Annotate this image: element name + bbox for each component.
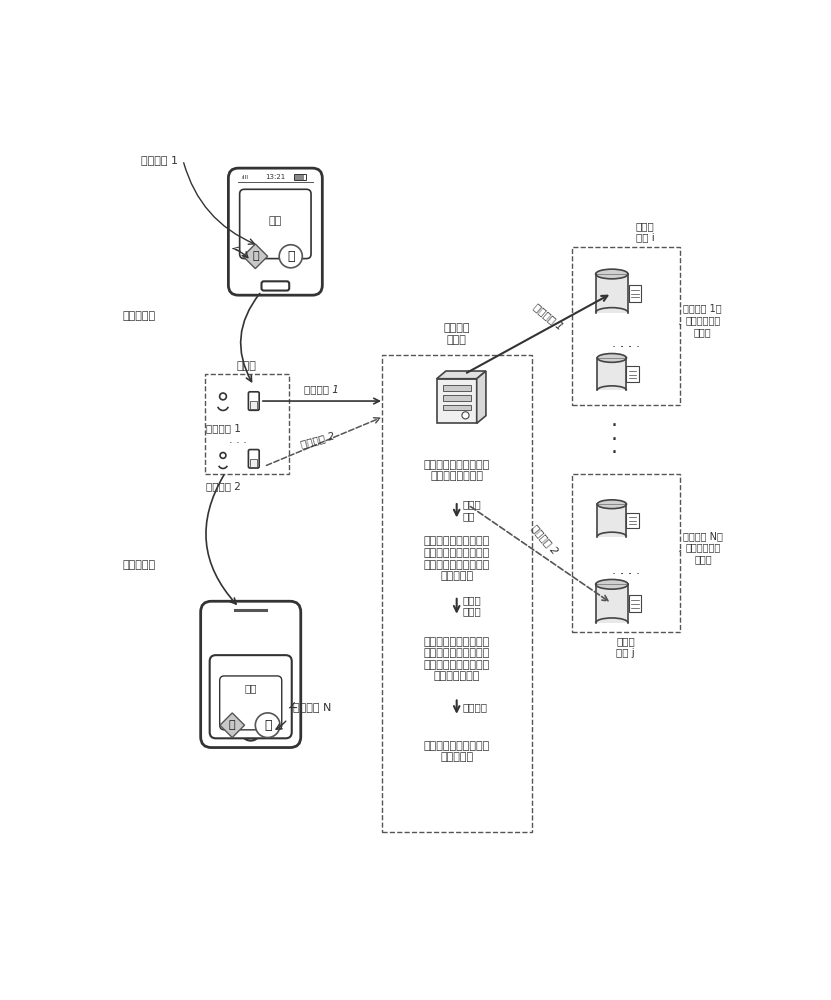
Bar (596, 584, 628, 623)
Text: 数据库
节点 i: 数据库 节点 i (636, 221, 654, 242)
Text: · · ·: · · · (620, 341, 640, 354)
Text: 客户端: 客户端 (237, 361, 257, 371)
FancyBboxPatch shape (200, 601, 301, 748)
Text: 业务请求 1: 业务请求 1 (304, 384, 339, 394)
FancyBboxPatch shape (209, 655, 292, 738)
Bar (250, 401, 258, 409)
Text: 支: 支 (252, 251, 258, 261)
Bar (250, 459, 258, 467)
Text: 基于获取到的分片键获
取规则集合，对业务请
求进行解析处理，得到
目标分片键: 基于获取到的分片键获 取规则集合，对业务请 求进行解析处理，得到 目标分片键 (424, 536, 489, 581)
Bar (629, 285, 641, 302)
Bar (572, 247, 680, 405)
Polygon shape (220, 713, 244, 738)
Text: · · ·: · · · (612, 341, 632, 354)
Text: 预设应用 1: 预设应用 1 (140, 155, 178, 165)
Text: 请求转发
服务端: 请求转发 服务端 (444, 323, 470, 345)
Polygon shape (477, 371, 486, 423)
Text: 业务请求 1: 业务请求 1 (532, 301, 565, 331)
Text: 放大界面图: 放大界面图 (123, 560, 156, 570)
Text: ·: · (611, 416, 617, 436)
Text: 支: 支 (229, 720, 235, 730)
Text: ılll: ılll (242, 175, 248, 180)
Polygon shape (243, 244, 268, 269)
Text: ·: · (611, 443, 617, 463)
Text: 目标节
点确定: 目标节 点确定 (463, 595, 482, 617)
Bar (627, 366, 639, 382)
Circle shape (220, 453, 226, 458)
Circle shape (279, 245, 302, 268)
Bar (596, 274, 628, 312)
Bar (443, 395, 470, 401)
Bar (443, 385, 470, 391)
Bar (204, 374, 289, 474)
Text: 淘: 淘 (287, 250, 294, 263)
FancyBboxPatch shape (219, 676, 282, 730)
Text: 业务请求 2: 业务请求 2 (530, 523, 560, 556)
Text: 目标用户 2: 目标用户 2 (205, 481, 240, 491)
FancyBboxPatch shape (229, 168, 322, 295)
Text: 请求转发: 请求转发 (463, 702, 488, 712)
FancyBboxPatch shape (262, 281, 289, 291)
FancyBboxPatch shape (248, 450, 259, 468)
Circle shape (255, 713, 280, 738)
Circle shape (462, 412, 469, 419)
Ellipse shape (596, 269, 628, 279)
FancyBboxPatch shape (248, 392, 259, 410)
Circle shape (241, 721, 261, 741)
FancyBboxPatch shape (239, 189, 311, 259)
Text: 数据库
节点 j: 数据库 节点 j (617, 637, 635, 658)
Bar (629, 595, 641, 612)
Bar (443, 405, 470, 410)
Text: 预设应用 N: 预设应用 N (293, 702, 331, 712)
Text: 将业务请求转发至目标
数据库节点: 将业务请求转发至目标 数据库节点 (424, 741, 489, 762)
Text: 分片键
获取: 分片键 获取 (463, 500, 482, 521)
Text: · · ·: · · · (229, 438, 248, 448)
Text: 13:21: 13:21 (265, 174, 286, 180)
Bar (436, 379, 477, 423)
Bar (572, 474, 680, 632)
Text: · · ·: · · · (612, 568, 632, 581)
Text: 常用: 常用 (268, 216, 282, 226)
Polygon shape (436, 371, 486, 379)
Text: 基于获取到的目标分片
键，从目标应用对应的
数据库节点子集中确定
目标数据库节点: 基于获取到的目标分片 键，从目标应用对应的 数据库节点子集中确定 目标数据库节点 (424, 637, 489, 681)
Text: · · ·: · · · (620, 568, 640, 581)
Text: ·: · (611, 430, 617, 450)
Bar (627, 513, 639, 528)
Ellipse shape (597, 354, 627, 362)
Text: 预设应用 1对
应的数据库节
点子集: 预设应用 1对 应的数据库节 点子集 (683, 304, 722, 337)
Bar (294, 174, 307, 180)
Ellipse shape (597, 500, 627, 509)
Text: 获取目标应用对应的分
片键获取规则集合: 获取目标应用对应的分 片键获取规则集合 (424, 460, 489, 481)
Bar (295, 175, 304, 180)
Text: 淘: 淘 (264, 719, 272, 732)
Bar (381, 355, 532, 832)
Text: 常用: 常用 (244, 683, 257, 693)
Text: 预设应用 N对
应的数据库节
点子集: 预设应用 N对 应的数据库节 点子集 (683, 531, 723, 564)
Text: 目标用户 1: 目标用户 1 (205, 423, 240, 433)
Text: 业务请求 2: 业务请求 2 (299, 430, 336, 449)
Bar (597, 358, 627, 390)
Circle shape (219, 393, 226, 400)
Ellipse shape (596, 579, 628, 589)
Bar (597, 504, 627, 537)
Text: 放大界面图: 放大界面图 (123, 311, 156, 321)
